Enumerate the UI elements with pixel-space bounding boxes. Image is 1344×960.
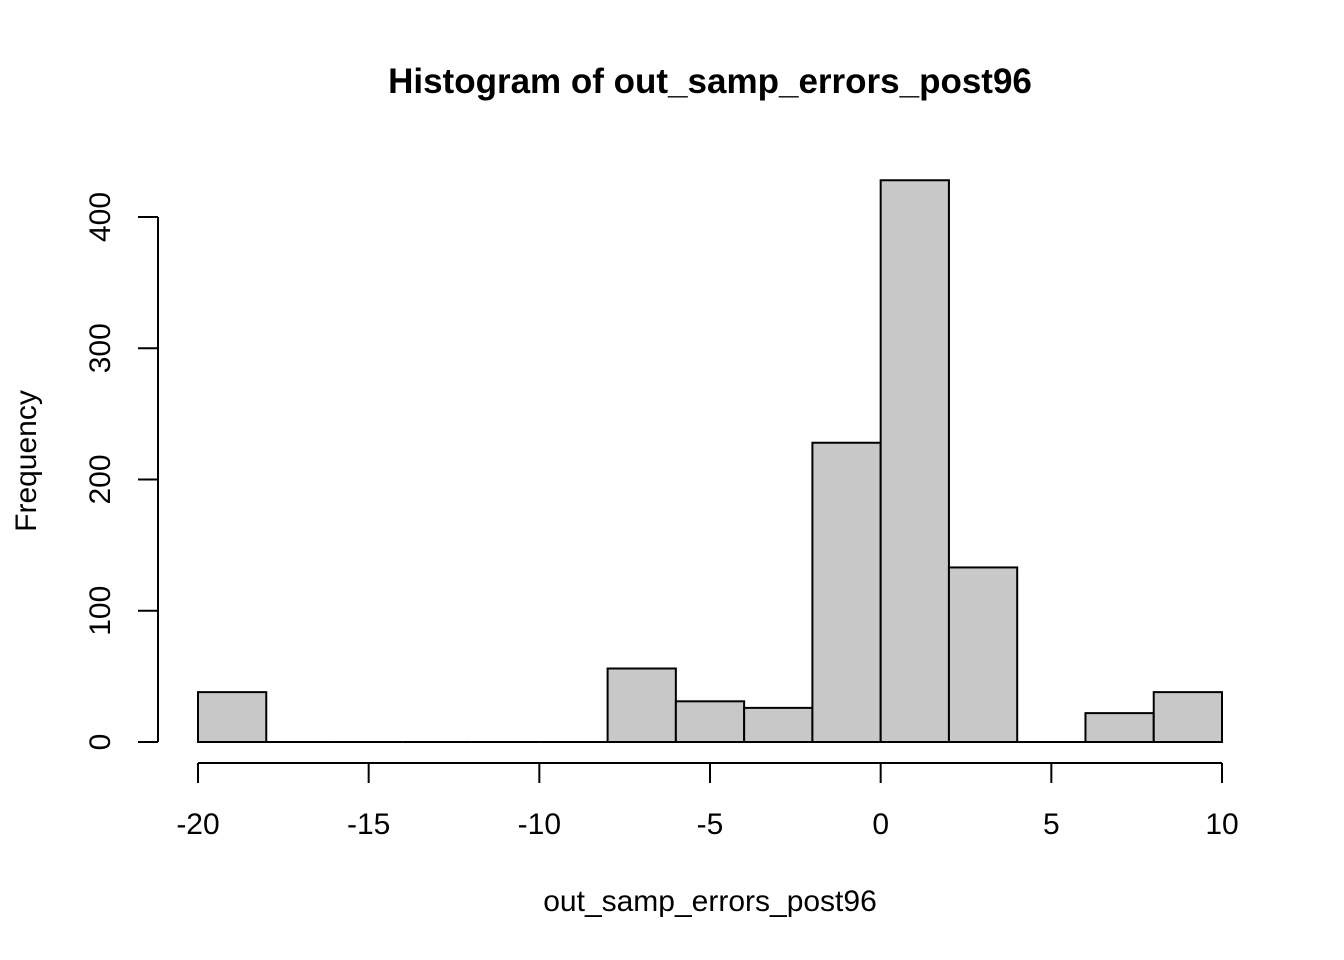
histogram-bar-0 <box>197 691 268 743</box>
histogram-bar-14 <box>1152 691 1223 743</box>
x-tick-label-2: -10 <box>518 808 561 841</box>
y-tick-label-3: 300 <box>84 323 117 373</box>
x-tick-label-5: 5 <box>1043 808 1060 841</box>
histogram-bar-13 <box>1084 712 1155 743</box>
x-tick-label-6: 10 <box>1205 808 1238 841</box>
x-tick-label-3: -5 <box>697 808 724 841</box>
bars-group <box>197 179 1223 743</box>
y-axis-label: Frequency <box>10 390 43 532</box>
histogram-bar-6 <box>606 667 677 743</box>
x-tick-label-4: 0 <box>872 808 889 841</box>
histogram-bar-7 <box>674 700 746 743</box>
y-tick-label-4: 400 <box>84 192 117 242</box>
y-axis: 0 100 200 300 400 <box>84 192 159 751</box>
y-tick-label-0: 0 <box>84 734 117 751</box>
histogram-bar-8 <box>743 706 814 743</box>
y-tick-label-2: 200 <box>84 454 117 504</box>
x-axis: -20 -15 -10 -5 0 5 10 <box>176 762 1239 841</box>
histogram-bar-10 <box>879 179 950 743</box>
histogram-bar-9 <box>811 441 882 743</box>
chart-title: Histogram of out_samp_errors_post96 <box>388 62 1032 101</box>
x-tick-label-1: -15 <box>347 808 390 841</box>
histogram-bar-11 <box>947 566 1019 743</box>
x-tick-label-0: -20 <box>176 808 219 841</box>
x-axis-label: out_samp_errors_post96 <box>543 885 877 918</box>
y-tick-label-1: 100 <box>84 586 117 636</box>
